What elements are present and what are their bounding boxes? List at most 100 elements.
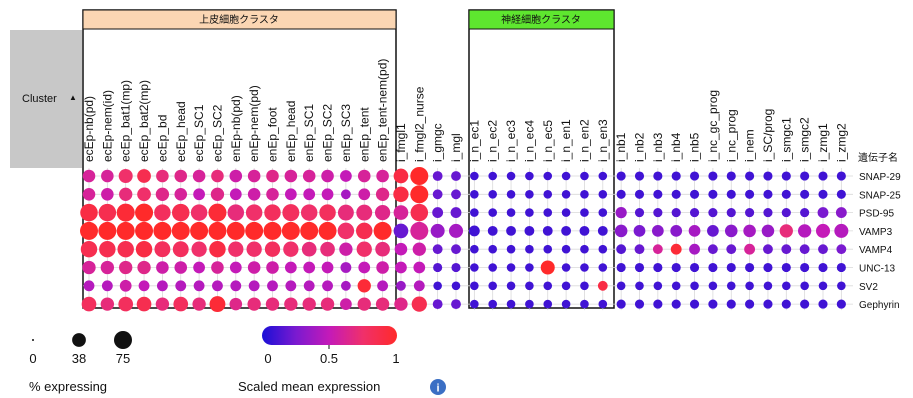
- expression-dot[interactable]: [616, 281, 626, 291]
- expression-dot[interactable]: [506, 244, 516, 254]
- expression-dot[interactable]: [340, 280, 351, 291]
- cluster-label[interactable]: enEp_SC1: [302, 104, 316, 162]
- expression-dot[interactable]: [229, 169, 243, 183]
- expression-dot[interactable]: [376, 261, 389, 274]
- gene-label[interactable]: PSD-95: [859, 209, 894, 220]
- expression-dot[interactable]: [302, 297, 316, 311]
- expression-dot[interactable]: [210, 187, 225, 201]
- expression-dot[interactable]: [671, 281, 681, 291]
- expression-dot[interactable]: [488, 244, 498, 254]
- expression-dot[interactable]: [209, 296, 226, 313]
- expression-dot[interactable]: [837, 281, 846, 291]
- expression-dot[interactable]: [284, 169, 298, 183]
- expression-dot[interactable]: [615, 206, 627, 219]
- expression-dot[interactable]: [175, 280, 187, 292]
- expression-dot[interactable]: [689, 243, 700, 255]
- expression-dot[interactable]: [470, 208, 479, 217]
- expression-dot[interactable]: [119, 187, 133, 201]
- expression-dot[interactable]: [470, 263, 479, 272]
- expression-dot[interactable]: [137, 169, 151, 183]
- expression-dot[interactable]: [487, 225, 498, 236]
- cluster-label[interactable]: i_zmg2: [834, 123, 848, 162]
- expression-dot[interactable]: [690, 281, 699, 291]
- expression-dot[interactable]: [779, 224, 793, 238]
- gene-label[interactable]: VAMP3: [859, 227, 893, 238]
- cluster-label[interactable]: enEp_SC3: [339, 104, 353, 162]
- expression-dot[interactable]: [230, 280, 242, 292]
- expression-dot[interactable]: [358, 261, 371, 274]
- expression-dot[interactable]: [506, 171, 516, 181]
- expression-dot[interactable]: [174, 188, 188, 201]
- expression-dot[interactable]: [100, 297, 115, 311]
- expression-dot[interactable]: [265, 297, 280, 311]
- expression-dot[interactable]: [192, 169, 206, 183]
- expression-dot[interactable]: [580, 244, 589, 254]
- cluster-label[interactable]: ecEp_SC2: [210, 104, 224, 162]
- expression-dot[interactable]: [506, 190, 516, 199]
- expression-dot[interactable]: [80, 203, 98, 222]
- expression-dot[interactable]: [525, 244, 534, 254]
- expression-dot[interactable]: [671, 208, 681, 218]
- expression-dot[interactable]: [449, 223, 463, 238]
- expression-dot[interactable]: [598, 171, 608, 181]
- expression-dot[interactable]: [561, 225, 572, 236]
- gene-label[interactable]: VAMP4: [859, 245, 893, 256]
- expression-dot[interactable]: [671, 262, 681, 273]
- expression-dot[interactable]: [561, 208, 571, 217]
- expression-dot[interactable]: [247, 297, 261, 311]
- expression-dot[interactable]: [192, 297, 206, 311]
- expression-dot[interactable]: [300, 221, 319, 240]
- expression-dot[interactable]: [616, 244, 627, 255]
- expression-dot[interactable]: [375, 187, 390, 201]
- expression-dot[interactable]: [229, 297, 243, 311]
- expression-dot[interactable]: [726, 208, 736, 218]
- expression-dot[interactable]: [430, 223, 445, 238]
- expression-dot[interactable]: [374, 204, 391, 221]
- expression-dot[interactable]: [689, 299, 700, 309]
- expression-dot[interactable]: [744, 243, 756, 255]
- expression-dot[interactable]: [800, 208, 810, 218]
- expression-dot[interactable]: [208, 203, 227, 222]
- cluster-label[interactable]: i_nc_gc_prog: [706, 90, 720, 162]
- expression-dot[interactable]: [283, 241, 299, 257]
- expression-dot[interactable]: [135, 240, 153, 258]
- expression-dot[interactable]: [543, 171, 553, 181]
- expression-dot[interactable]: [834, 223, 849, 238]
- cluster-label[interactable]: i_n_ec2: [486, 120, 500, 162]
- expression-dot[interactable]: [707, 225, 719, 237]
- expression-dot[interactable]: [116, 221, 135, 240]
- expression-dot[interactable]: [393, 223, 409, 239]
- expression-dot[interactable]: [245, 204, 263, 221]
- expression-dot[interactable]: [580, 281, 589, 291]
- expression-dot[interactable]: [488, 171, 498, 181]
- expression-dot[interactable]: [171, 221, 190, 240]
- expression-dot[interactable]: [101, 188, 114, 201]
- expression-dot[interactable]: [708, 189, 718, 199]
- expression-dot[interactable]: [339, 242, 353, 256]
- expression-dot[interactable]: [651, 225, 664, 237]
- expression-dot[interactable]: [561, 190, 571, 199]
- expression-dot[interactable]: [284, 261, 297, 274]
- expression-dot[interactable]: [357, 169, 371, 183]
- expression-dot[interactable]: [193, 261, 205, 274]
- expression-dot[interactable]: [410, 185, 429, 204]
- expression-dot[interactable]: [616, 171, 626, 181]
- expression-dot[interactable]: [745, 189, 755, 199]
- expression-dot[interactable]: [524, 225, 535, 236]
- expression-dot[interactable]: [763, 208, 773, 218]
- expression-dot[interactable]: [561, 281, 571, 291]
- expression-dot[interactable]: [191, 241, 207, 257]
- expression-dot[interactable]: [818, 189, 828, 199]
- expression-dot[interactable]: [470, 190, 479, 199]
- expression-dot[interactable]: [451, 171, 461, 181]
- expression-dot[interactable]: [281, 221, 300, 240]
- expression-dot[interactable]: [155, 297, 170, 311]
- expression-dot[interactable]: [835, 207, 847, 219]
- expression-dot[interactable]: [543, 299, 553, 309]
- expression-dot[interactable]: [561, 299, 571, 309]
- expression-dot[interactable]: [708, 299, 718, 309]
- expression-dot[interactable]: [671, 171, 681, 181]
- expression-dot[interactable]: [652, 244, 663, 255]
- expression-dot[interactable]: [100, 260, 115, 275]
- expression-dot[interactable]: [321, 261, 334, 274]
